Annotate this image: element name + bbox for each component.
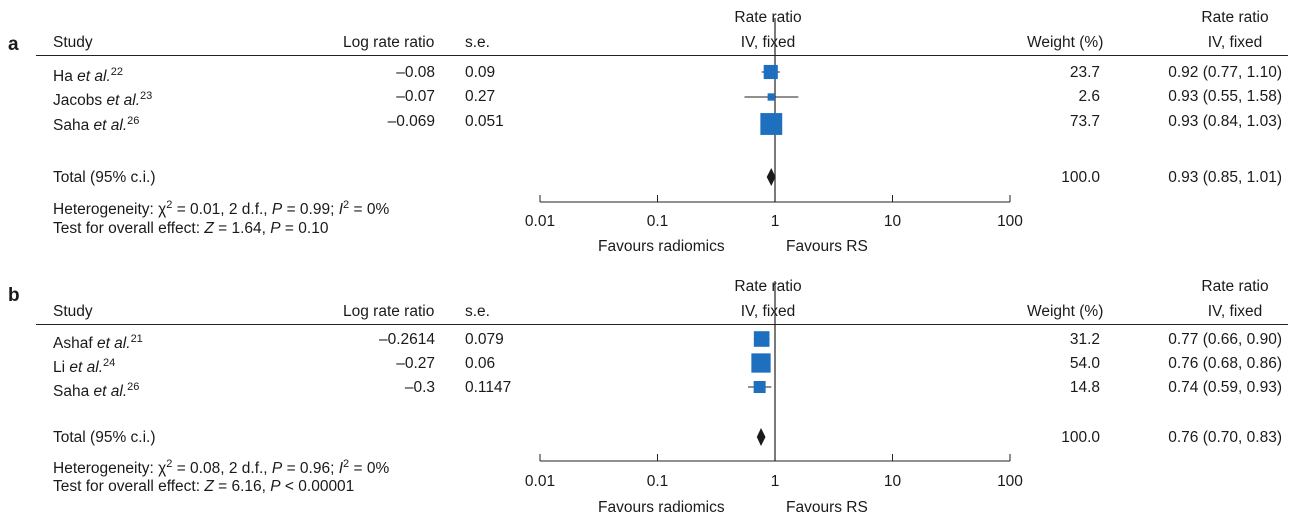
overall-effect-text: Test for overall effect: Z = 6.16, P < 0… — [53, 478, 355, 495]
weight-value: 23.7 — [1069, 64, 1100, 81]
log-rate-ratio-value: –0.07 — [396, 88, 435, 105]
study-name: Li et al.24 — [53, 357, 116, 377]
log-rate-ratio-value: –0.069 — [387, 113, 435, 130]
x-axis-tick-label: 100 — [997, 473, 1023, 490]
total-label: Total (95% c.i.) — [53, 169, 156, 186]
weight-value: 14.8 — [1069, 379, 1100, 396]
x-axis-tick-label: 1 — [771, 213, 780, 230]
favours-right: Favours RS — [786, 499, 868, 516]
total-label: Total (95% c.i.) — [53, 429, 156, 446]
forest-plot-panel-a: a Rate ratio Rate ratio Study Log rate r… — [0, 0, 1293, 255]
effect-square — [753, 381, 766, 393]
ci-value: 0.92 (0.77, 1.10) — [1168, 64, 1282, 81]
x-axis-tick-label: 0.1 — [647, 213, 669, 230]
study-name: Saha et al.26 — [53, 115, 140, 135]
x-axis-tick-label: 10 — [884, 473, 902, 490]
pooled-diamond — [756, 428, 766, 446]
x-axis-tick-label: 0.01 — [525, 473, 555, 490]
total-ci: 0.76 (0.70, 0.83) — [1168, 429, 1282, 446]
header-rule — [36, 55, 1288, 56]
ci-value: 0.74 (0.59, 0.93) — [1168, 379, 1282, 396]
ci-value: 0.76 (0.68, 0.86) — [1168, 355, 1282, 372]
header-weight: Weight (%) — [1027, 34, 1104, 51]
ci-title-line1: Rate ratio — [1201, 278, 1269, 295]
total-weight: 100.0 — [1061, 429, 1100, 446]
x-axis-tick-label: 0.01 — [525, 213, 555, 230]
forest-plot-panel-b: b Rate ratio Rate ratio Study Log rate r… — [0, 263, 1293, 518]
favours-left: Favours radiomics — [598, 499, 725, 516]
study-name: Jacobs et al.23 — [53, 90, 153, 110]
panel-letter-b: b — [8, 285, 20, 306]
ci-value: 0.93 (0.84, 1.03) — [1168, 113, 1282, 130]
x-axis-tick-label: 1 — [771, 473, 780, 490]
total-ci: 0.93 (0.85, 1.01) — [1168, 169, 1282, 186]
effect-square — [760, 113, 783, 135]
study-name: Saha et al.26 — [53, 381, 140, 401]
se-value: 0.27 — [465, 88, 496, 105]
header-log-rate-ratio: Log rate ratio — [343, 34, 435, 51]
weight-value: 2.6 — [1078, 88, 1100, 105]
ci-title-line1: Rate ratio — [1201, 9, 1269, 26]
plot-title-line2: IV, fixed — [740, 34, 796, 51]
log-rate-ratio-value: –0.27 — [396, 355, 435, 372]
weight-value: 54.0 — [1069, 355, 1100, 372]
se-value: 0.079 — [465, 331, 504, 348]
se-value: 0.09 — [465, 64, 496, 81]
study-name: Ashaf et al.21 — [53, 333, 143, 353]
effect-square — [753, 331, 770, 347]
plot-title-line1: Rate ratio — [734, 9, 802, 26]
pooled-diamond — [766, 168, 776, 186]
effect-square — [751, 353, 771, 373]
x-axis-tick-label: 0.1 — [647, 473, 669, 490]
ci-title-line2: IV, fixed — [1207, 34, 1263, 51]
effect-square — [767, 93, 775, 101]
header-se: s.e. — [465, 303, 490, 320]
favours-left: Favours radiomics — [598, 238, 725, 255]
header-log-rate-ratio: Log rate ratio — [343, 303, 435, 320]
overall-effect-text: Test for overall effect: Z = 1.64, P = 0… — [53, 220, 329, 237]
plot-title-line1: Rate ratio — [734, 278, 802, 295]
se-value: 0.051 — [465, 113, 504, 130]
total-weight: 100.0 — [1061, 169, 1100, 186]
heterogeneity-text: Heterogeneity: χ2 = 0.08, 2 d.f., P = 0.… — [53, 458, 390, 478]
se-value: 0.1147 — [465, 379, 512, 396]
weight-value: 73.7 — [1069, 113, 1100, 130]
ci-value: 0.77 (0.66, 0.90) — [1168, 331, 1282, 348]
header-study: Study — [53, 303, 93, 320]
forest-plot-area-b: 0.01 0.1 1 10 100 — [525, 281, 1023, 490]
ci-title-line2: IV, fixed — [1207, 303, 1263, 320]
header-se: s.e. — [465, 34, 490, 51]
forest-plot-area-a: 0.01 0.1 1 10 100 — [525, 18, 1023, 230]
effect-square — [763, 64, 778, 80]
se-value: 0.06 — [465, 355, 496, 372]
header-weight: Weight (%) — [1027, 303, 1104, 320]
weight-value: 31.2 — [1069, 331, 1100, 348]
x-axis-tick-label: 100 — [997, 213, 1023, 230]
log-rate-ratio-value: –0.2614 — [378, 331, 435, 348]
x-axis-tick-label: 10 — [884, 213, 902, 230]
log-rate-ratio-value: –0.08 — [396, 64, 435, 81]
ci-value: 0.93 (0.55, 1.58) — [1168, 88, 1282, 105]
plot-title-line2: IV, fixed — [740, 303, 796, 320]
study-name: Ha et al.22 — [53, 66, 123, 86]
heterogeneity-text: Heterogeneity: χ2 = 0.01, 2 d.f., P = 0.… — [53, 199, 390, 219]
panel-letter-a: a — [8, 34, 19, 55]
log-rate-ratio-value: –0.3 — [404, 379, 435, 396]
header-study: Study — [53, 34, 93, 51]
header-rule — [36, 324, 1288, 325]
favours-right: Favours RS — [786, 238, 868, 255]
